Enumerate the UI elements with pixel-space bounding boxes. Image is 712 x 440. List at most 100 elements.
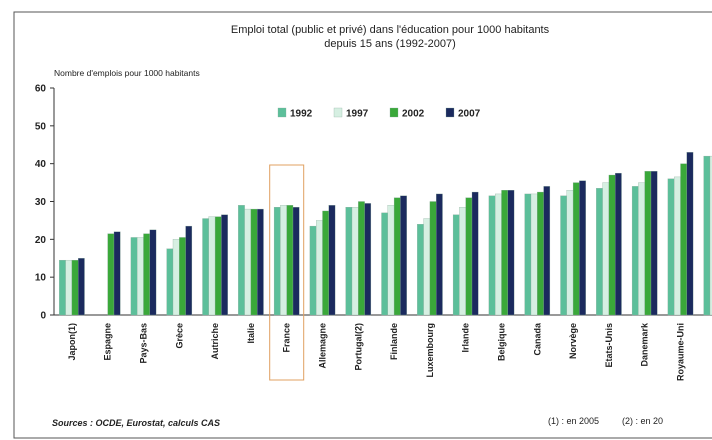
- x-tick-label: Finlande: [389, 323, 399, 360]
- bar: [149, 229, 157, 316]
- bar: [364, 203, 372, 316]
- bar: [59, 259, 66, 316]
- bar: [566, 189, 574, 316]
- y-tick-label: 20: [35, 235, 47, 246]
- y-axis-label: Nombre d'emplois pour 1000 habitants: [54, 68, 200, 78]
- bar: [322, 210, 329, 316]
- x-tick-label: Portugal(2): [353, 323, 363, 371]
- bar: [400, 195, 407, 316]
- legend-swatch: [333, 107, 343, 118]
- bar: [292, 207, 300, 316]
- legend-swatch: [445, 107, 455, 118]
- x-tick-label: Etats-Unis: [604, 323, 614, 368]
- bar: [107, 233, 115, 316]
- legend-swatch: [277, 107, 287, 118]
- bar: [316, 220, 323, 316]
- bar: [358, 201, 365, 316]
- bar: [644, 171, 652, 316]
- bar: [328, 205, 336, 316]
- bar: [381, 212, 388, 316]
- x-tick-label: Royaume-Uni: [676, 323, 686, 381]
- highlight-box: [269, 164, 305, 381]
- bar: [495, 193, 502, 316]
- x-tick-label: Pays-Bas: [139, 323, 149, 364]
- x-tick-label: Canada: [532, 322, 542, 356]
- bar: [631, 186, 639, 316]
- bar: [286, 205, 294, 316]
- bar: [113, 231, 121, 316]
- legend-label: 1992: [290, 109, 313, 120]
- bar: [507, 189, 515, 316]
- x-tick-label: Italie: [246, 323, 256, 344]
- bar: [686, 152, 694, 316]
- bar: [78, 258, 85, 316]
- bar: [436, 193, 443, 316]
- bar: [309, 225, 317, 316]
- bar: [273, 207, 281, 316]
- x-tick-label: Autriche: [210, 323, 220, 360]
- y-tick-label: 30: [35, 197, 47, 208]
- y-tick-label: 0: [40, 311, 46, 322]
- bar: [345, 207, 353, 316]
- legend-swatch: [389, 107, 399, 118]
- bar: [615, 172, 622, 316]
- bar: [530, 193, 538, 316]
- bar: [179, 237, 186, 316]
- bar: [709, 155, 712, 316]
- source: Sources : OCDE, Eurostat, calculs CAS: [52, 418, 220, 428]
- bar: [423, 218, 431, 316]
- bar: [238, 205, 245, 316]
- bar: [137, 237, 144, 316]
- bar: [537, 191, 544, 316]
- bar: [602, 182, 610, 316]
- bar: [393, 197, 401, 316]
- bar: [579, 180, 586, 316]
- bar: [596, 188, 603, 316]
- bar: [703, 155, 711, 316]
- bar: [459, 207, 466, 316]
- footnote: (2) : en 20: [622, 416, 663, 426]
- bar: [351, 207, 359, 316]
- chart-subtitle: depuis 15 ans (1992-2007): [324, 38, 455, 50]
- x-tick-label: Norvège: [568, 323, 578, 359]
- x-tick-label: Belgique: [497, 323, 507, 361]
- bar: [172, 239, 180, 316]
- x-tick-label: Danemark: [640, 322, 650, 367]
- x-tick-label: Allemagne: [318, 323, 328, 369]
- bar: [387, 205, 395, 316]
- bar: [244, 208, 252, 316]
- bar: [429, 201, 437, 316]
- bar: [280, 205, 287, 316]
- bar: [143, 233, 150, 316]
- bar: [488, 195, 496, 316]
- chart-title: Emploi total (public et privé) dans l'éd…: [231, 24, 550, 36]
- bar: [202, 218, 209, 316]
- bar: [650, 171, 658, 316]
- bar: [572, 182, 580, 316]
- bar: [501, 189, 508, 316]
- footnote: (1) : en 2005: [548, 416, 599, 426]
- bar: [543, 186, 551, 316]
- y-tick-label: 60: [35, 84, 47, 95]
- bar: [608, 174, 616, 316]
- x-tick-label: Luxembourg: [425, 323, 435, 378]
- y-tick-label: 10: [35, 273, 47, 284]
- legend-label: 2007: [458, 109, 481, 120]
- legend-label: 1997: [346, 109, 369, 120]
- bar: [221, 214, 228, 316]
- x-tick-label: France: [282, 323, 292, 353]
- bar: [65, 259, 73, 316]
- x-tick-label: Grèce: [174, 323, 184, 349]
- bar: [250, 208, 258, 316]
- bar: [208, 216, 216, 316]
- x-tick-label: Japon(1): [67, 323, 77, 361]
- bar: [674, 176, 681, 316]
- bar: [166, 248, 174, 316]
- x-tick-label: Irlande: [461, 323, 471, 353]
- bar: [257, 208, 264, 316]
- bar: [214, 216, 222, 316]
- y-tick-label: 50: [35, 121, 47, 132]
- bar: [638, 182, 645, 316]
